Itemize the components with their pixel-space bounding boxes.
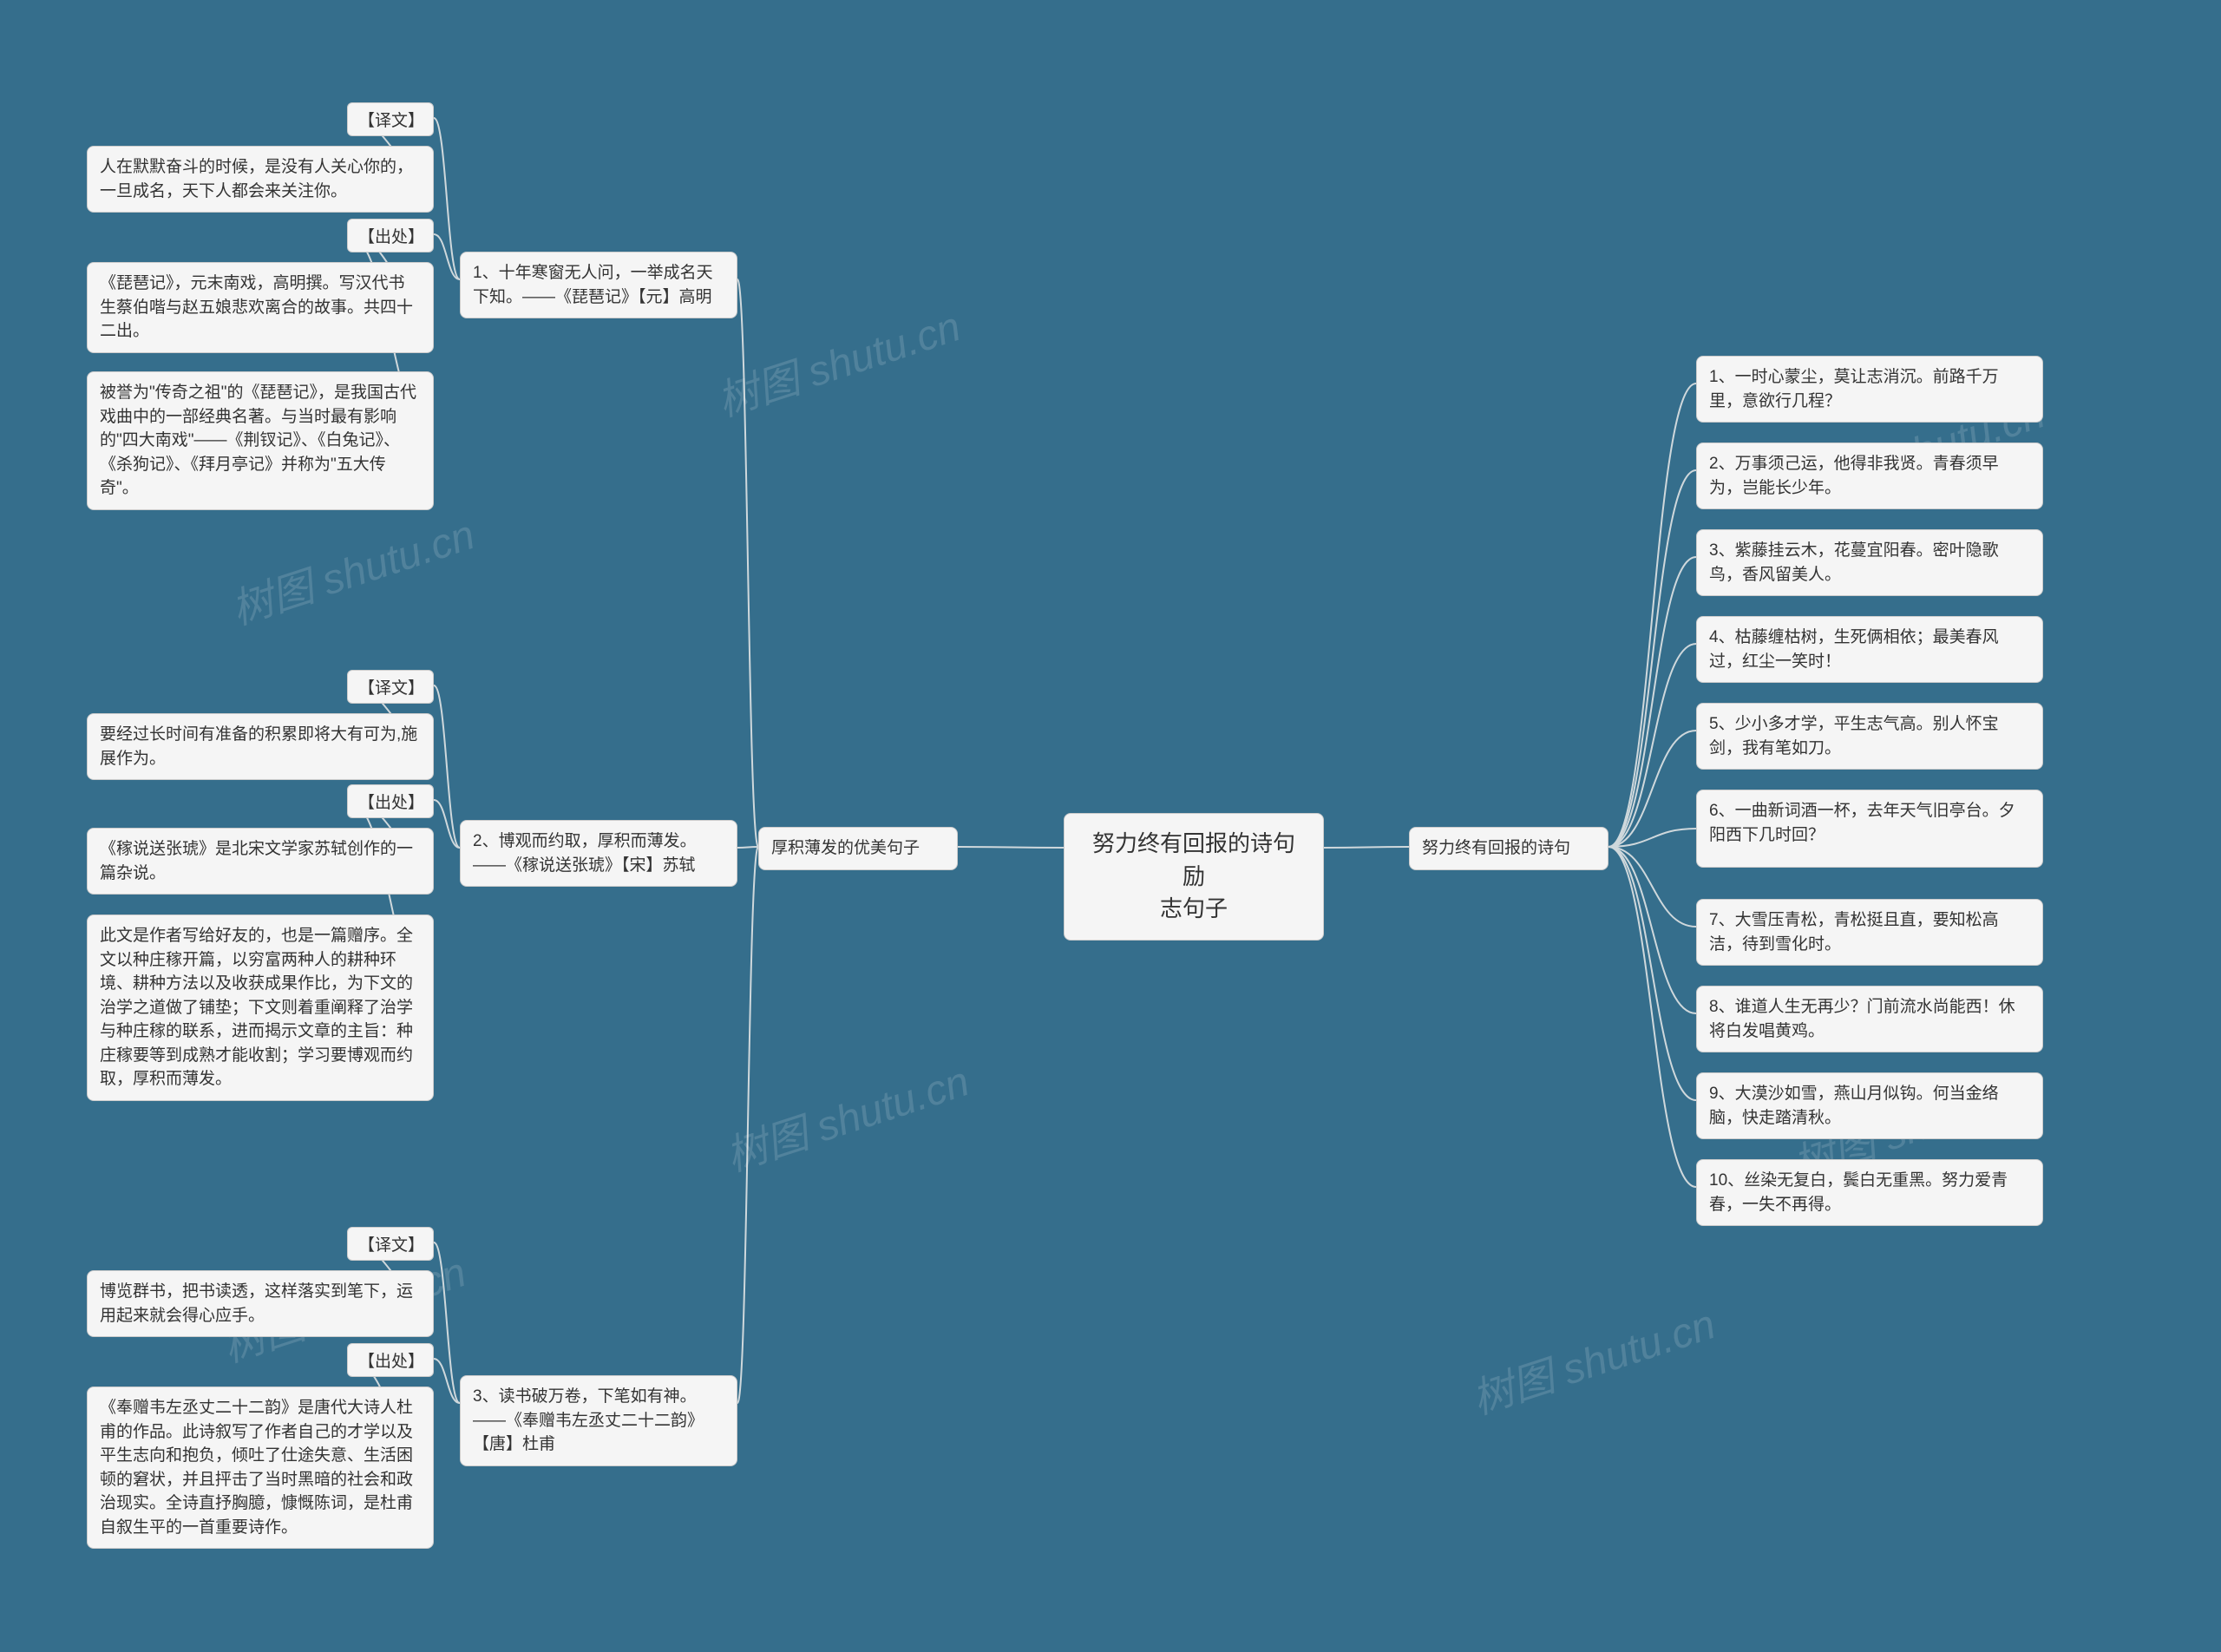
quote-node: 2、博观而约取，厚积而薄发。——《稼说送张琥》【宋】苏轼 bbox=[460, 820, 737, 887]
watermark-text: 树图 shutu.cn bbox=[708, 292, 966, 428]
branch-label-left: 厚积薄发的优美句子 bbox=[758, 827, 958, 870]
quote-node: 1、十年寒窗无人问，一举成名天下知。——《琵琶记》【元】高明 bbox=[460, 252, 737, 318]
poem-item: 3、紫藤挂云木，花蔓宜阳春。密叶隐歌鸟，香风留美人。 bbox=[1696, 529, 2043, 596]
branch-label-right: 努力终有回报的诗句 bbox=[1409, 827, 1608, 870]
detail-node: 《稼说送张琥》是北宋文学家苏轼创作的一篇杂说。 bbox=[87, 828, 434, 895]
annotation-tag: 【译文】 bbox=[347, 1227, 434, 1261]
watermark-text: 树图 shutu.cn bbox=[222, 501, 481, 636]
poem-item: 10、丝染无复白，鬓白无重黑。努力爱青春，一失不再得。 bbox=[1696, 1159, 2043, 1226]
watermark-text: 树图 shutu.cn bbox=[1463, 1290, 1721, 1426]
detail-node: 《琵琶记》，元末南戏，高明撰。写汉代书生蔡伯喈与赵五娘悲欢离合的故事。共四十二出… bbox=[87, 262, 434, 353]
annotation-tag: 【出处】 bbox=[347, 219, 434, 252]
poem-item: 5、少小多才学，平生志气高。别人怀宝剑，我有笔如刀。 bbox=[1696, 703, 2043, 770]
detail-node: 人在默默奋斗的时候，是没有人关心你的，一旦成名，天下人都会来关注你。 bbox=[87, 146, 434, 213]
poem-item: 8、谁道人生无再少？门前流水尚能西！休将白发唱黄鸡。 bbox=[1696, 986, 2043, 1052]
poem-item: 4、枯藤缠枯树，生死俩相依；最美春风过，红尘一笑时！ bbox=[1696, 616, 2043, 683]
annotation-tag: 【译文】 bbox=[347, 102, 434, 136]
watermark-text: 树图 shutu.cn bbox=[717, 1047, 975, 1183]
annotation-tag: 【译文】 bbox=[347, 670, 434, 704]
annotation-tag: 【出处】 bbox=[347, 784, 434, 818]
detail-node: 被誉为"传奇之祖"的《琵琶记》，是我国古代戏曲中的一部经典名著。与当时最有影响的… bbox=[87, 371, 434, 510]
annotation-tag: 【出处】 bbox=[347, 1343, 434, 1377]
quote-node: 3、读书破万卷，下笔如有神。——《奉赠韦左丞丈二十二韵》【唐】杜甫 bbox=[460, 1375, 737, 1466]
mindmap-root: 努力终有回报的诗句励 志句子 bbox=[1064, 813, 1324, 941]
poem-item: 1、一时心蒙尘，莫让志消沉。前路千万里，意欲行几程？ bbox=[1696, 356, 2043, 423]
detail-node: 《奉赠韦左丞丈二十二韵》是唐代大诗人杜甫的作品。此诗叙写了作者自己的才学以及平生… bbox=[87, 1386, 434, 1549]
poem-item: 2、万事须己运，他得非我贤。青春须早为，岂能长少年。 bbox=[1696, 442, 2043, 509]
poem-item: 7、大雪压青松，青松挺且直，要知松高洁，待到雪化时。 bbox=[1696, 899, 2043, 966]
detail-node: 要经过长时间有准备的积累即将大有可为,施展作为。 bbox=[87, 713, 434, 780]
detail-node: 博览群书，把书读透，这样落实到笔下，运用起来就会得心应手。 bbox=[87, 1270, 434, 1337]
detail-node: 此文是作者写给好友的，也是一篇赠序。全文以种庄稼开篇，以穷富两种人的耕种环境、耕… bbox=[87, 914, 434, 1101]
poem-item: 9、大漠沙如雪，燕山月似钩。何当金络脑，快走踏清秋。 bbox=[1696, 1072, 2043, 1139]
poem-item: 6、一曲新词酒一杯，去年天气旧亭台。夕阳西下几时回？ bbox=[1696, 790, 2043, 868]
